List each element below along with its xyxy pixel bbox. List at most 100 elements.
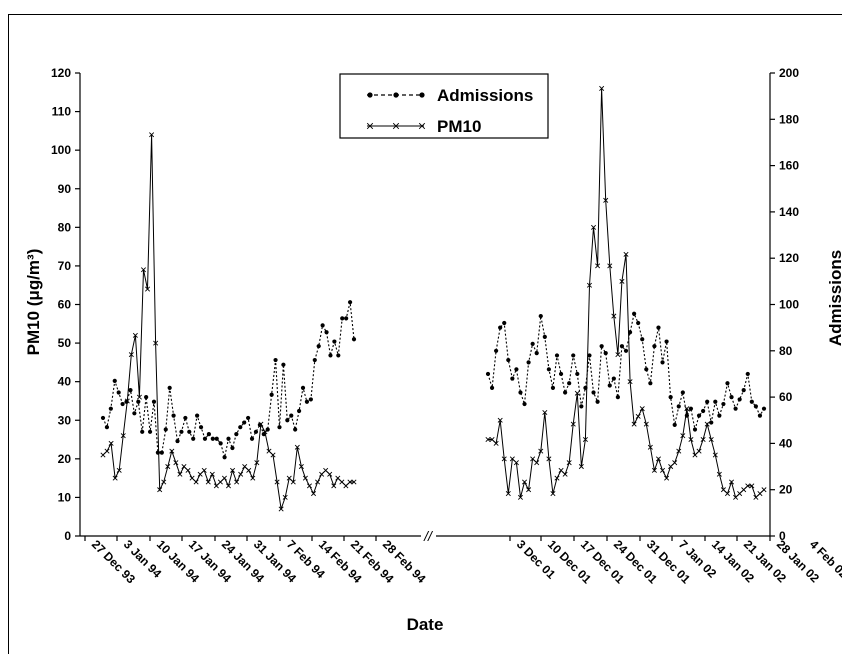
pm10-point [351, 479, 357, 485]
admissions-point [632, 311, 637, 316]
right-tick-label: 160 [779, 159, 799, 173]
admissions-point [550, 385, 556, 390]
admissions-point [745, 371, 750, 377]
pm10-point [266, 448, 272, 454]
pm10-point [534, 460, 540, 466]
pm10-point [140, 267, 147, 273]
left-tick-label: 30 [58, 413, 72, 427]
pm10-point [729, 479, 735, 485]
pm10-point [696, 448, 702, 454]
x-axis-title: Date [407, 615, 444, 634]
admissions-point [312, 357, 317, 363]
admissions-point [238, 425, 243, 430]
pm10-point [221, 475, 227, 481]
pm10-point [716, 471, 722, 477]
pm10-point [157, 487, 163, 493]
pm10-point [513, 460, 519, 466]
axes: // [79, 73, 771, 544]
pm10-point [319, 471, 325, 477]
pm10-point [213, 483, 219, 489]
pm10-point [619, 278, 625, 284]
admissions-point [753, 404, 758, 409]
admissions-point [619, 344, 625, 349]
admissions-point [155, 450, 161, 455]
admissions-point [615, 395, 620, 400]
admissions-point [277, 425, 282, 430]
admissions-point [554, 353, 560, 358]
pm10-point [542, 410, 548, 416]
legend-admissions-label: Admissions [437, 86, 533, 105]
pm10-point [302, 475, 308, 481]
pm10-point [310, 491, 317, 497]
pm10-point [132, 332, 138, 338]
admissions-point [538, 313, 543, 319]
pm10-point [680, 433, 686, 439]
pm10-point [733, 494, 739, 500]
left-tick-label: 110 [52, 105, 72, 119]
admissions-point [234, 432, 239, 437]
pm10-point [558, 467, 564, 473]
pm10-point [116, 467, 122, 473]
admissions-point [187, 429, 192, 434]
pm10-point [169, 448, 175, 454]
series-line [487, 312, 765, 430]
admissions-point [308, 397, 313, 402]
admissions-point [506, 357, 511, 363]
pm10-point [554, 475, 560, 481]
legend-admissions-marker [419, 92, 425, 98]
pm10-point [745, 483, 751, 489]
pm10-point [286, 475, 292, 481]
pm10-point [112, 475, 118, 481]
pm10-point [676, 448, 682, 454]
pm10-point [603, 197, 609, 203]
admissions-point [599, 344, 604, 349]
admissions-point [489, 385, 495, 390]
admissions-point [603, 351, 608, 356]
pm10-point [712, 452, 718, 458]
legend-pm10-marker [418, 122, 426, 130]
pm10-point [635, 413, 641, 419]
admissions-point [351, 337, 357, 342]
admissions-point [222, 455, 227, 460]
admissions-point [534, 351, 539, 356]
admissions-point [636, 320, 641, 326]
pm10-point [315, 479, 321, 485]
admissions-point [664, 339, 669, 344]
pm10-point [197, 471, 203, 477]
admissions-point [151, 399, 157, 404]
pm10-point [708, 437, 714, 443]
admissions-series-panel-1 [100, 300, 357, 460]
pm10-point [331, 483, 337, 489]
admissions-point [230, 445, 235, 451]
admissions-point [725, 381, 730, 386]
pm10-point [181, 464, 187, 470]
admissions-point [729, 395, 734, 400]
admissions-point [210, 436, 215, 441]
admissions-point [567, 381, 572, 386]
left-tick-label: 90 [58, 182, 72, 196]
pm10-point [538, 448, 544, 454]
admissions-point [128, 388, 133, 393]
legend-box [339, 73, 549, 139]
pm10-point [562, 471, 568, 477]
pm10-point [230, 467, 236, 473]
y-axis-title-left: PM10 (μg/m³) [24, 249, 43, 356]
pm10-point [611, 313, 617, 319]
admissions-point [757, 413, 763, 418]
left-tick-label: 40 [58, 375, 72, 389]
admissions-point [328, 353, 333, 358]
pm10-point [108, 440, 114, 446]
left-tick-label: 120 [51, 66, 71, 80]
pm10-point [639, 406, 645, 412]
pm10-point [627, 379, 633, 385]
pm10-point [700, 437, 706, 443]
admissions-point [721, 401, 726, 407]
admissions-point [108, 406, 113, 411]
admissions-point [717, 413, 722, 418]
admissions-point [571, 353, 576, 358]
pm10-point [578, 464, 584, 470]
pm10-point [704, 421, 710, 427]
pm10-point [201, 467, 207, 473]
admissions-point [347, 300, 353, 305]
pm10-point [550, 491, 556, 497]
